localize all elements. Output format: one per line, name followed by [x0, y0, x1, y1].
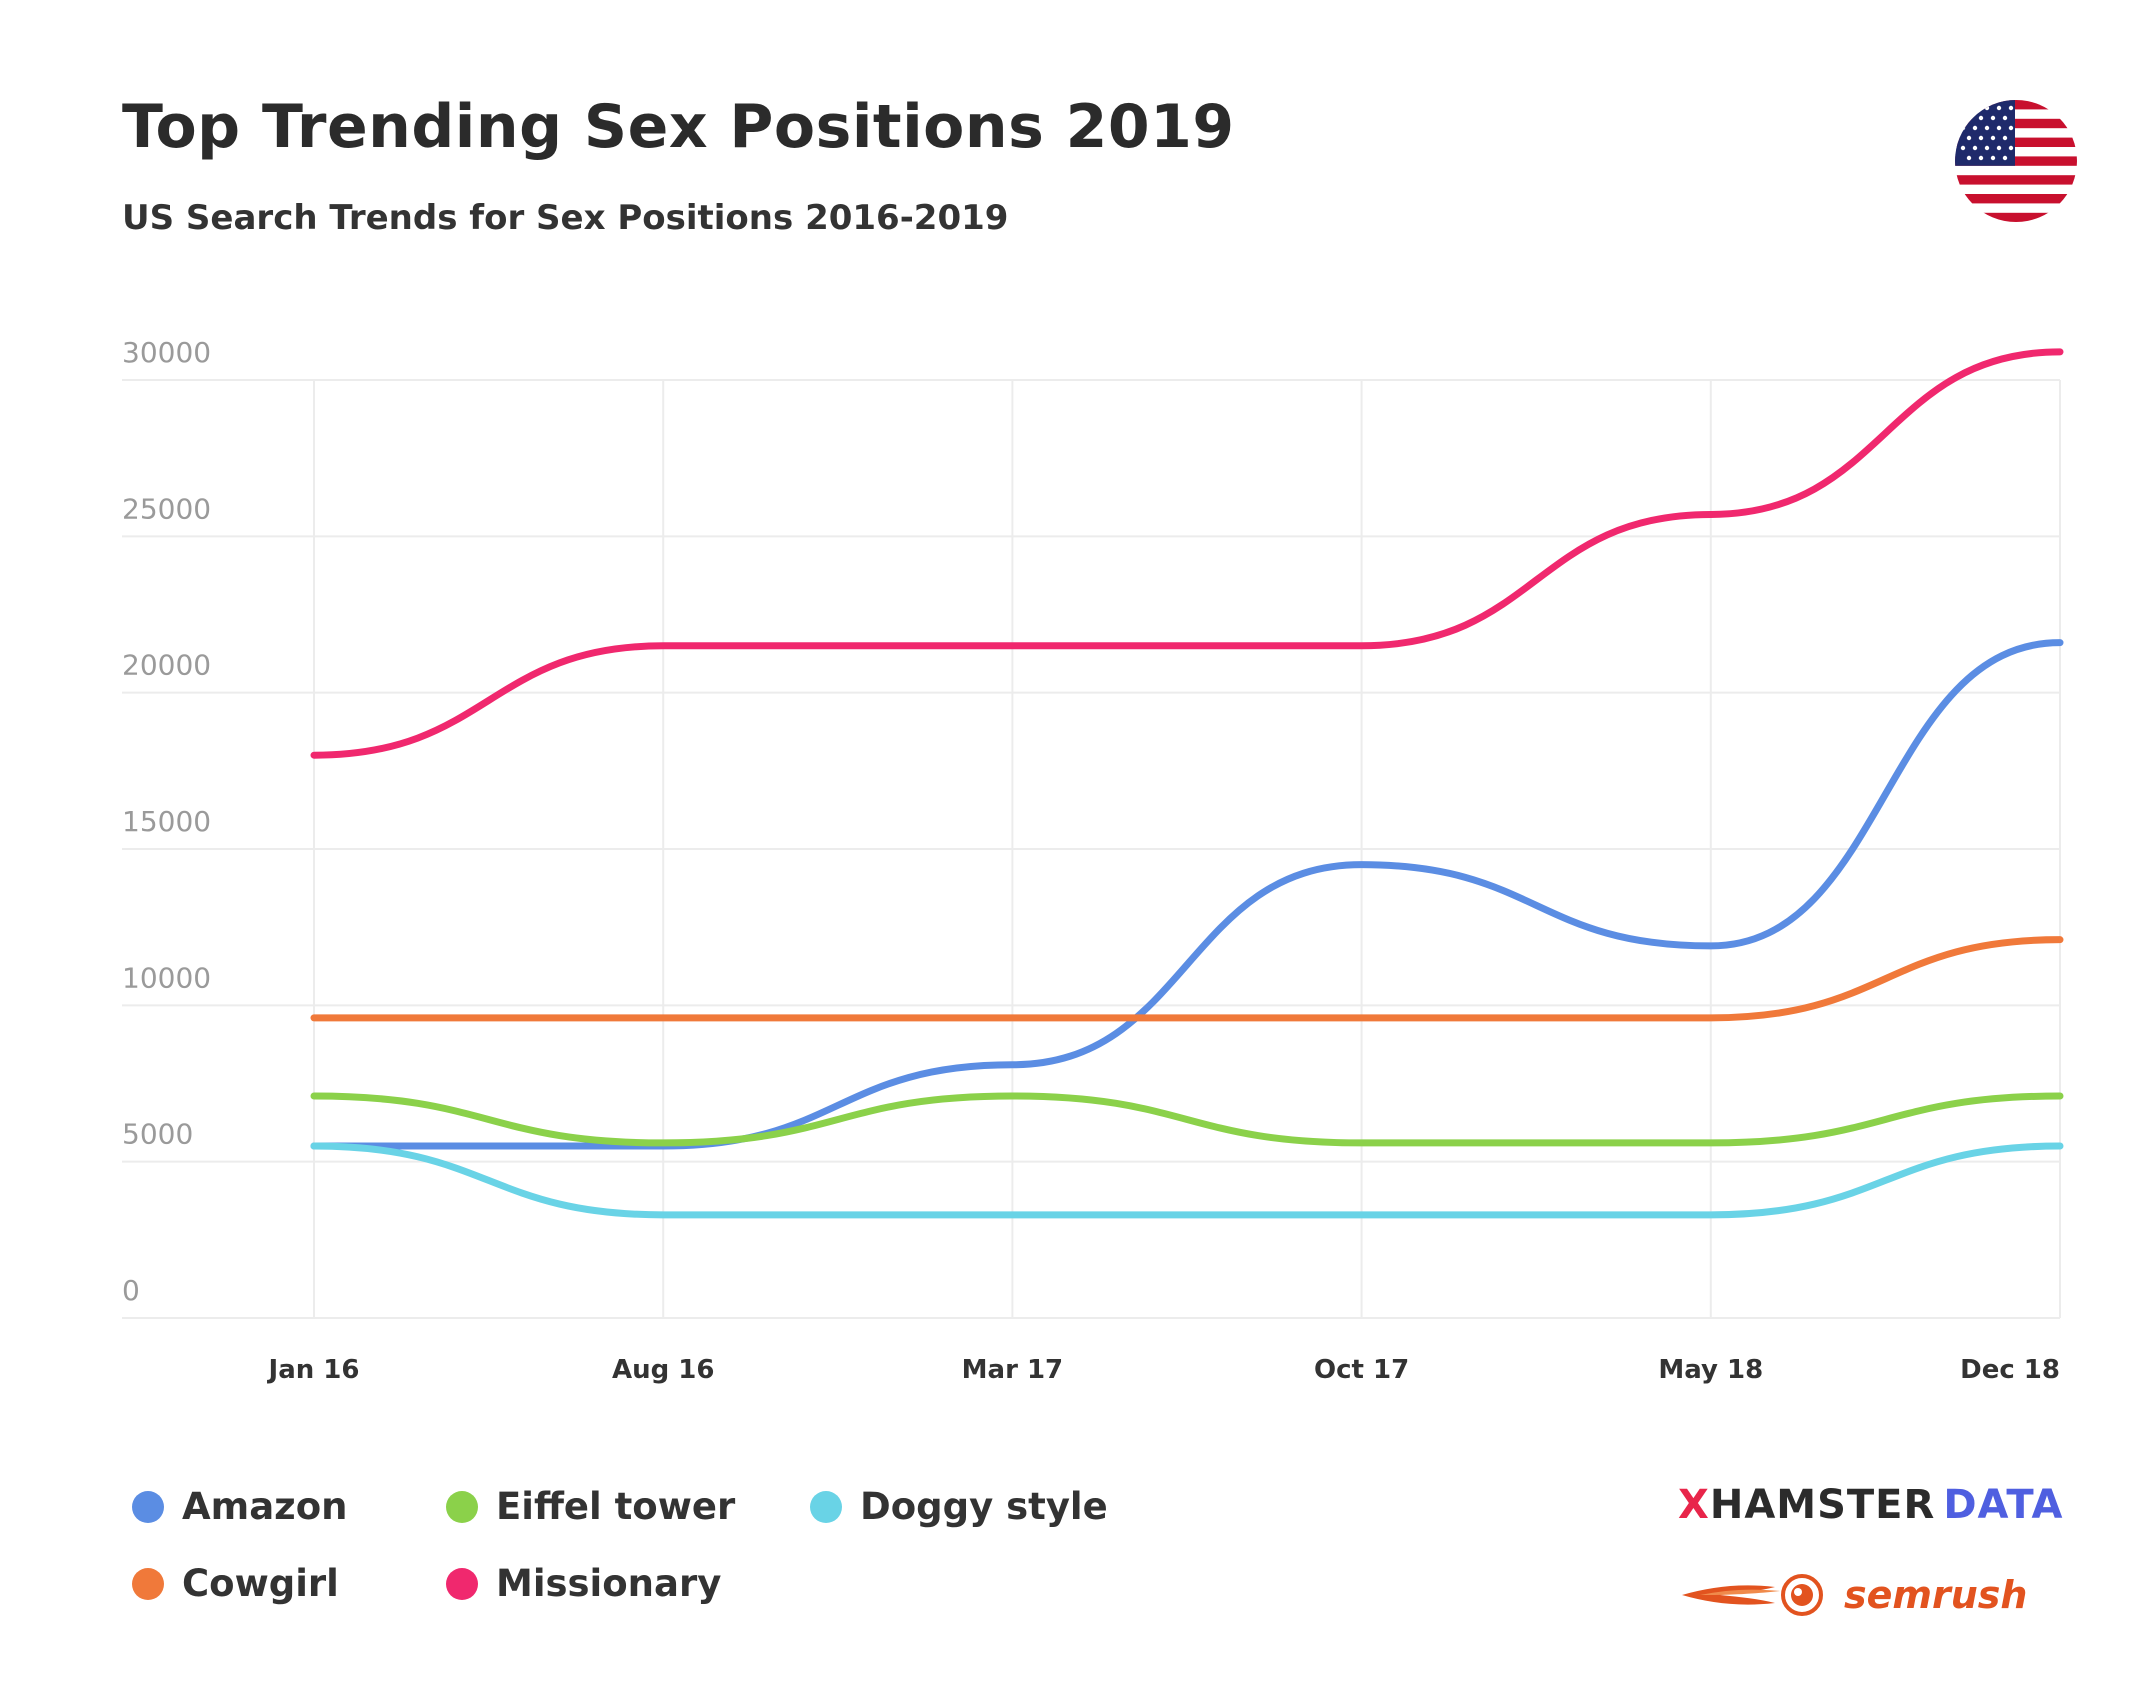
legend-item-missionary: Missionary: [446, 1562, 721, 1605]
series-line-cowgirl: [310, 936, 2064, 1022]
page-subtitle: US Search Trends for Sex Positions 2016-…: [122, 198, 1009, 238]
chart-series: [310, 348, 2064, 1219]
semrush-flame-icon: [1682, 1574, 1823, 1616]
y-tick-label: 20000: [122, 649, 211, 682]
legend-dot-icon: [810, 1490, 842, 1523]
chart-grid: [122, 379, 2061, 1319]
legend-item-eiffel-tower: Eiffel tower: [446, 1485, 735, 1528]
legend-dot-icon: [446, 1567, 478, 1600]
page-title: Top Trending Sex Positions 2019: [122, 92, 1235, 162]
y-tick-label: 15000: [122, 805, 211, 838]
x-tick-label: Oct 17: [1314, 1355, 1409, 1385]
x-tick-label: Dec 18: [1960, 1355, 2060, 1385]
legend-label: Amazon: [182, 1485, 348, 1528]
x-tick-label: Mar 17: [962, 1355, 1063, 1385]
legend-dot-icon: [446, 1490, 478, 1523]
legend-dot-icon: [132, 1567, 164, 1600]
series-line-missionary: [310, 348, 2064, 759]
xhamster-data-logo: X HAMSTER DATA: [1670, 1470, 2063, 1540]
brand-hamster: HAMSTER: [1709, 1482, 1936, 1528]
brand-x: X: [1678, 1482, 1710, 1528]
y-axis-ticks: 0 5000 10000 15000 20000 25000 30000: [122, 336, 211, 1307]
x-tick-label: May 18: [1658, 1355, 1763, 1385]
legend-dot-icon: [132, 1490, 164, 1523]
legend-label: Doggy style: [860, 1485, 1108, 1528]
brand-semrush: semrush: [1844, 1573, 2028, 1617]
y-tick-label: 0: [122, 1274, 140, 1307]
legend-label: Eiffel tower: [496, 1485, 736, 1528]
legend-item-cowgirl: Cowgirl: [132, 1562, 339, 1605]
legend-label: Missionary: [496, 1562, 722, 1605]
x-tick-label: Aug 16: [612, 1355, 714, 1385]
x-tick-label: Jan 16: [267, 1355, 360, 1385]
legend-label: Cowgirl: [182, 1562, 339, 1605]
y-tick-label: 5000: [122, 1118, 193, 1151]
legend-item-amazon: Amazon: [132, 1485, 347, 1528]
y-tick-label: 30000: [122, 336, 211, 369]
series-line-eiffel: [310, 1092, 2064, 1147]
x-axis-ticks: Jan 16 Aug 16 Mar 17 Oct 17 May 18 Dec 18: [267, 1355, 2060, 1385]
us-flag-icon: [1955, 100, 2077, 222]
series-line-amazon: [310, 639, 2064, 1150]
semrush-logo: semrush: [1680, 1565, 2060, 1625]
y-tick-label: 25000: [122, 492, 211, 525]
series-line-doggy: [310, 1142, 2064, 1219]
brand-data: DATA: [1943, 1482, 2064, 1528]
legend-item-doggy-style: Doggy style: [810, 1485, 1108, 1528]
y-tick-label: 10000: [122, 961, 211, 994]
line-chart: 0 5000 10000 15000 20000 25000 30000 Jan 16 Aug…: [122, 336, 2064, 1385]
